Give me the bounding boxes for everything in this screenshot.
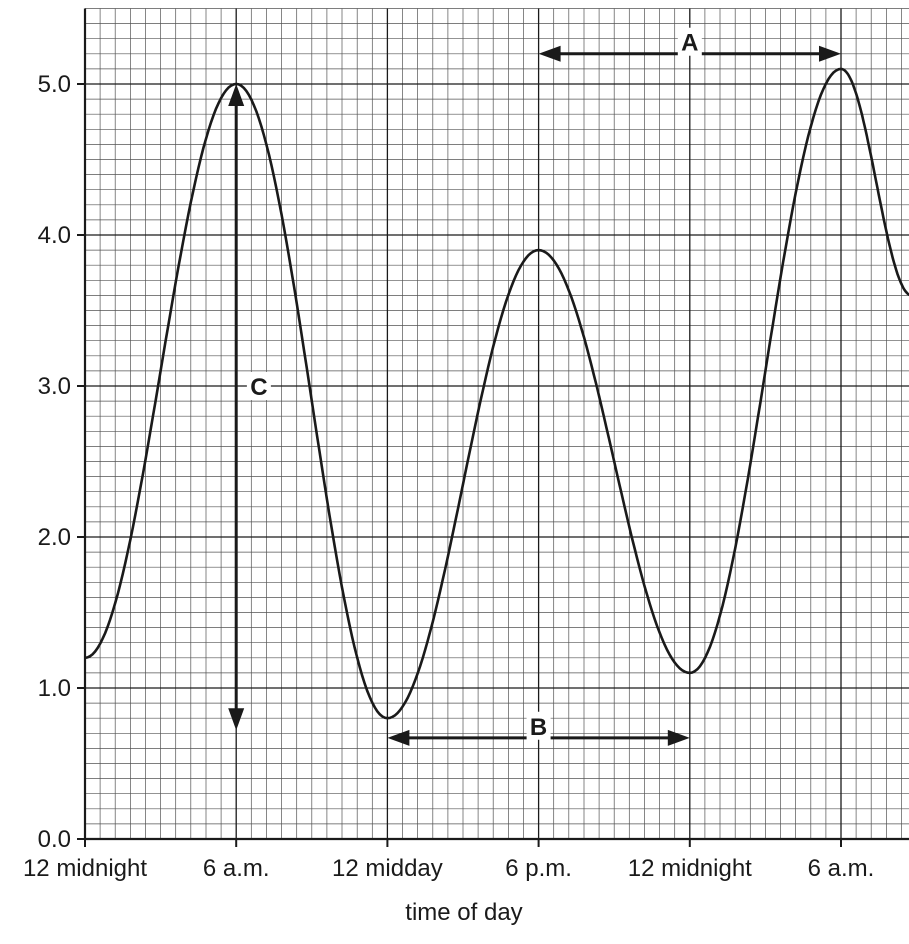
tide-height-line bbox=[85, 67, 909, 720]
y-tick-label: 1.0 bbox=[38, 675, 71, 702]
x-tick-labels: 12 midnight 6 a.m. 12 midday 6 p.m. 12 midni… bbox=[23, 839, 874, 882]
annotation-b-arrowhead-left bbox=[387, 729, 410, 746]
y-tick-label: 2.0 bbox=[38, 524, 71, 551]
annotation-b-label-bg bbox=[526, 711, 551, 740]
annotation-c-arrowhead-top bbox=[228, 84, 245, 106]
annotation-c-label-bg bbox=[246, 372, 271, 400]
minor-grid-lines bbox=[85, 8, 909, 839]
x-axis-label: time of day bbox=[405, 899, 522, 926]
y-tick-label: 0.0 bbox=[38, 826, 71, 853]
y-tick-label: 5.0 bbox=[38, 71, 71, 98]
annotation-a-label-bg bbox=[677, 27, 702, 56]
annotation-layer: A B C bbox=[228, 27, 841, 746]
x-tick-label: 6 p.m. bbox=[505, 855, 572, 882]
annotation-c-arrowhead-bottom bbox=[228, 708, 245, 731]
x-tick-label: 6 a.m. bbox=[808, 855, 875, 882]
annotation-b-label: B bbox=[530, 714, 547, 741]
x-tick-label: 12 midday bbox=[332, 855, 443, 882]
annotation-b-arrowhead-right bbox=[667, 729, 690, 746]
x-tick-label: 6 a.m. bbox=[203, 855, 270, 882]
annotation-a-label: A bbox=[681, 30, 698, 57]
x-tick-label: 12 midnight bbox=[23, 855, 147, 882]
y-tick-label: 3.0 bbox=[38, 373, 71, 400]
annotation-a-arrowhead-left bbox=[538, 45, 561, 62]
axes bbox=[83, 8, 909, 841]
x-tick-label: 12 midnight bbox=[628, 855, 752, 882]
annotation-c-label: C bbox=[250, 374, 267, 401]
y-tick-labels: 0.0 1.0 2.0 3.0 4.0 5.0 bbox=[38, 71, 85, 853]
series-layer bbox=[85, 67, 909, 720]
annotation-a-arrowhead-right bbox=[819, 45, 841, 62]
y-tick-label: 4.0 bbox=[38, 222, 71, 249]
minor-grid bbox=[85, 8, 909, 839]
